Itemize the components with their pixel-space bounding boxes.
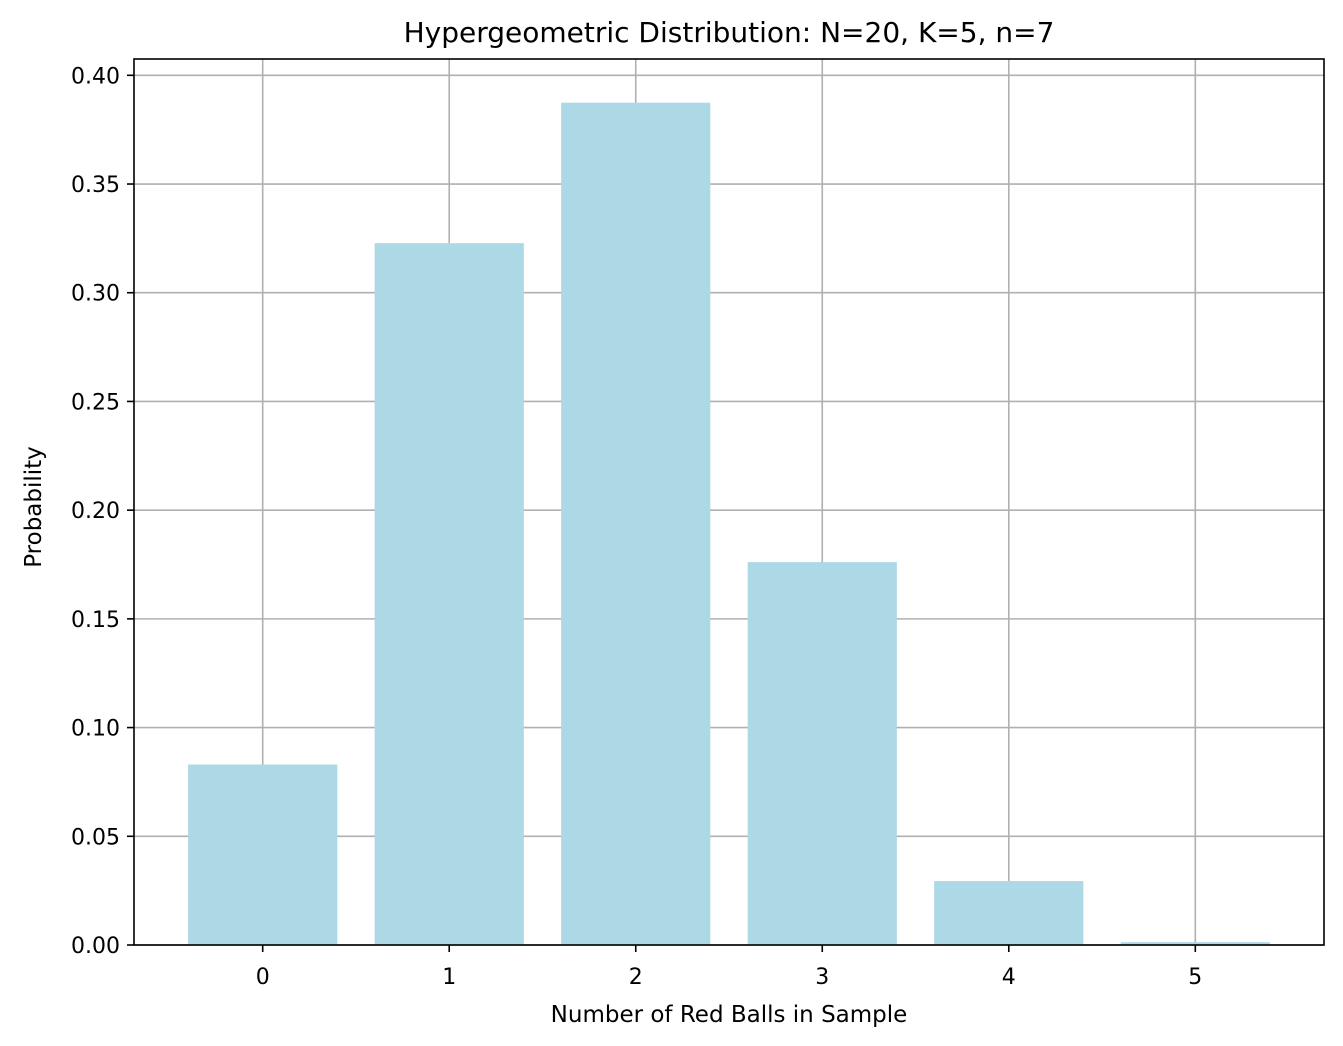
y-axis-label: Probability <box>21 446 47 568</box>
bar-4 <box>934 881 1084 945</box>
y-tick-label: 0.10 <box>71 717 120 742</box>
y-tick-label: 0.20 <box>71 499 120 524</box>
y-tick-label: 0.30 <box>71 282 120 307</box>
bar-5 <box>1120 942 1270 945</box>
grid <box>134 59 1324 946</box>
x-axis-label: Number of Red Balls in Sample <box>551 1002 908 1028</box>
x-tick-label: 4 <box>1002 965 1016 990</box>
y-axis-ticks: 0.00 0.05 0.10 0.15 0.20 0.25 0.30 0.35 0.40 <box>71 64 134 959</box>
y-tick-label: 0.05 <box>71 825 120 850</box>
y-tick-label: 0.35 <box>71 173 120 198</box>
bar-3 <box>747 562 897 945</box>
y-tick-label: 0.15 <box>71 608 120 633</box>
bar-1 <box>374 243 524 946</box>
bars <box>188 102 1270 946</box>
x-tick-label: 2 <box>629 965 643 990</box>
bar-2 <box>561 102 711 945</box>
bar-0 <box>188 764 338 945</box>
x-tick-label: 3 <box>815 965 829 990</box>
chart-title: Hypergeometric Distribution: N=20, K=5, … <box>404 16 1055 49</box>
x-tick-label: 5 <box>1188 965 1202 990</box>
y-tick-label: 0.25 <box>71 390 120 415</box>
plot-frame <box>133 58 1325 946</box>
x-tick-label: 1 <box>442 965 456 990</box>
x-axis-ticks: 0 1 2 3 4 5 <box>256 945 1202 990</box>
x-tick-label: 0 <box>256 965 270 990</box>
y-tick-label: 0.00 <box>71 934 120 959</box>
y-tick-label: 0.40 <box>71 64 120 89</box>
